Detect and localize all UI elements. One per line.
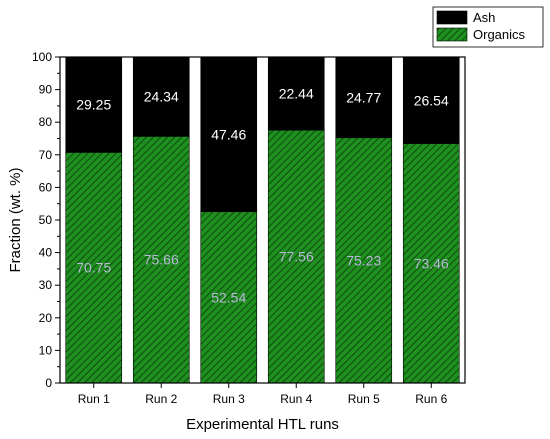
bar-organics-6 <box>402 143 460 384</box>
data-label-ash-1: 29.25 <box>76 97 111 113</box>
y-tick-label-50: 50 <box>39 213 53 227</box>
y-tick-label-60: 60 <box>39 180 53 194</box>
data-label-organics-3: 52.54 <box>211 289 246 305</box>
bar-ash-6 <box>402 56 460 144</box>
legend-swatch-organics <box>436 27 468 42</box>
bar-ash-4 <box>267 56 325 131</box>
data-label-organics-2: 75.66 <box>144 252 179 268</box>
y-tick-label-40: 40 <box>39 246 53 260</box>
data-label-ash-4: 22.44 <box>279 86 314 102</box>
bar-ash-5 <box>335 56 393 139</box>
bars-layer <box>65 56 460 384</box>
bar-ash-1 <box>65 56 123 153</box>
y-tick-label-80: 80 <box>39 115 53 129</box>
y-tick-label-0: 0 <box>45 376 52 390</box>
y-axis-title: Fraction (wt. %) <box>7 167 24 272</box>
y-tick-label-70: 70 <box>39 148 53 162</box>
data-label-organics-4: 77.56 <box>279 249 314 265</box>
x-tick-label-2: Run 2 <box>145 392 177 406</box>
x-axis-title: Experimental HTL runs <box>186 416 339 433</box>
data-label-ash-3: 47.46 <box>211 126 246 142</box>
data-labels-layer: 70.75 29.25 75.66 24.34 52.54 47.46 77.56 22.44… <box>76 86 449 306</box>
bar-organics-3 <box>200 211 258 384</box>
y-tick-label-20: 20 <box>39 311 53 325</box>
bar-ash-3 <box>200 56 258 213</box>
y-axis: 0 10 20 30 40 50 60 70 80 90 100 <box>32 50 60 390</box>
bar-ash-2 <box>132 56 190 137</box>
x-axis: Run 1 Run 2 Run 3 Run 4 Run 5 Run 6 <box>78 383 448 406</box>
bar-organics-1 <box>65 152 123 384</box>
x-tick-label-3: Run 3 <box>213 392 245 406</box>
data-label-organics-5: 75.23 <box>346 252 381 268</box>
x-tick-label-5: Run 5 <box>348 392 380 406</box>
legend-label-organics: Organics <box>473 27 526 42</box>
data-label-ash-2: 24.34 <box>144 89 179 105</box>
data-label-ash-6: 26.54 <box>414 92 449 108</box>
data-label-organics-1: 70.75 <box>76 260 111 276</box>
legend: Ash Organics <box>432 6 544 48</box>
x-tick-label-4: Run 4 <box>280 392 312 406</box>
x-tick-label-1: Run 1 <box>78 392 110 406</box>
legend-label-ash: Ash <box>473 10 495 25</box>
data-label-organics-6: 73.46 <box>414 255 449 271</box>
legend-swatch-ash <box>436 10 468 25</box>
y-tick-label-10: 10 <box>39 343 53 357</box>
data-label-ash-5: 24.77 <box>346 89 381 105</box>
x-tick-label-6: Run 6 <box>415 392 447 406</box>
y-tick-label-90: 90 <box>39 83 53 97</box>
y-tick-label-30: 30 <box>39 278 53 292</box>
bar-organics-4 <box>267 129 325 384</box>
y-tick-label-100: 100 <box>32 50 52 64</box>
